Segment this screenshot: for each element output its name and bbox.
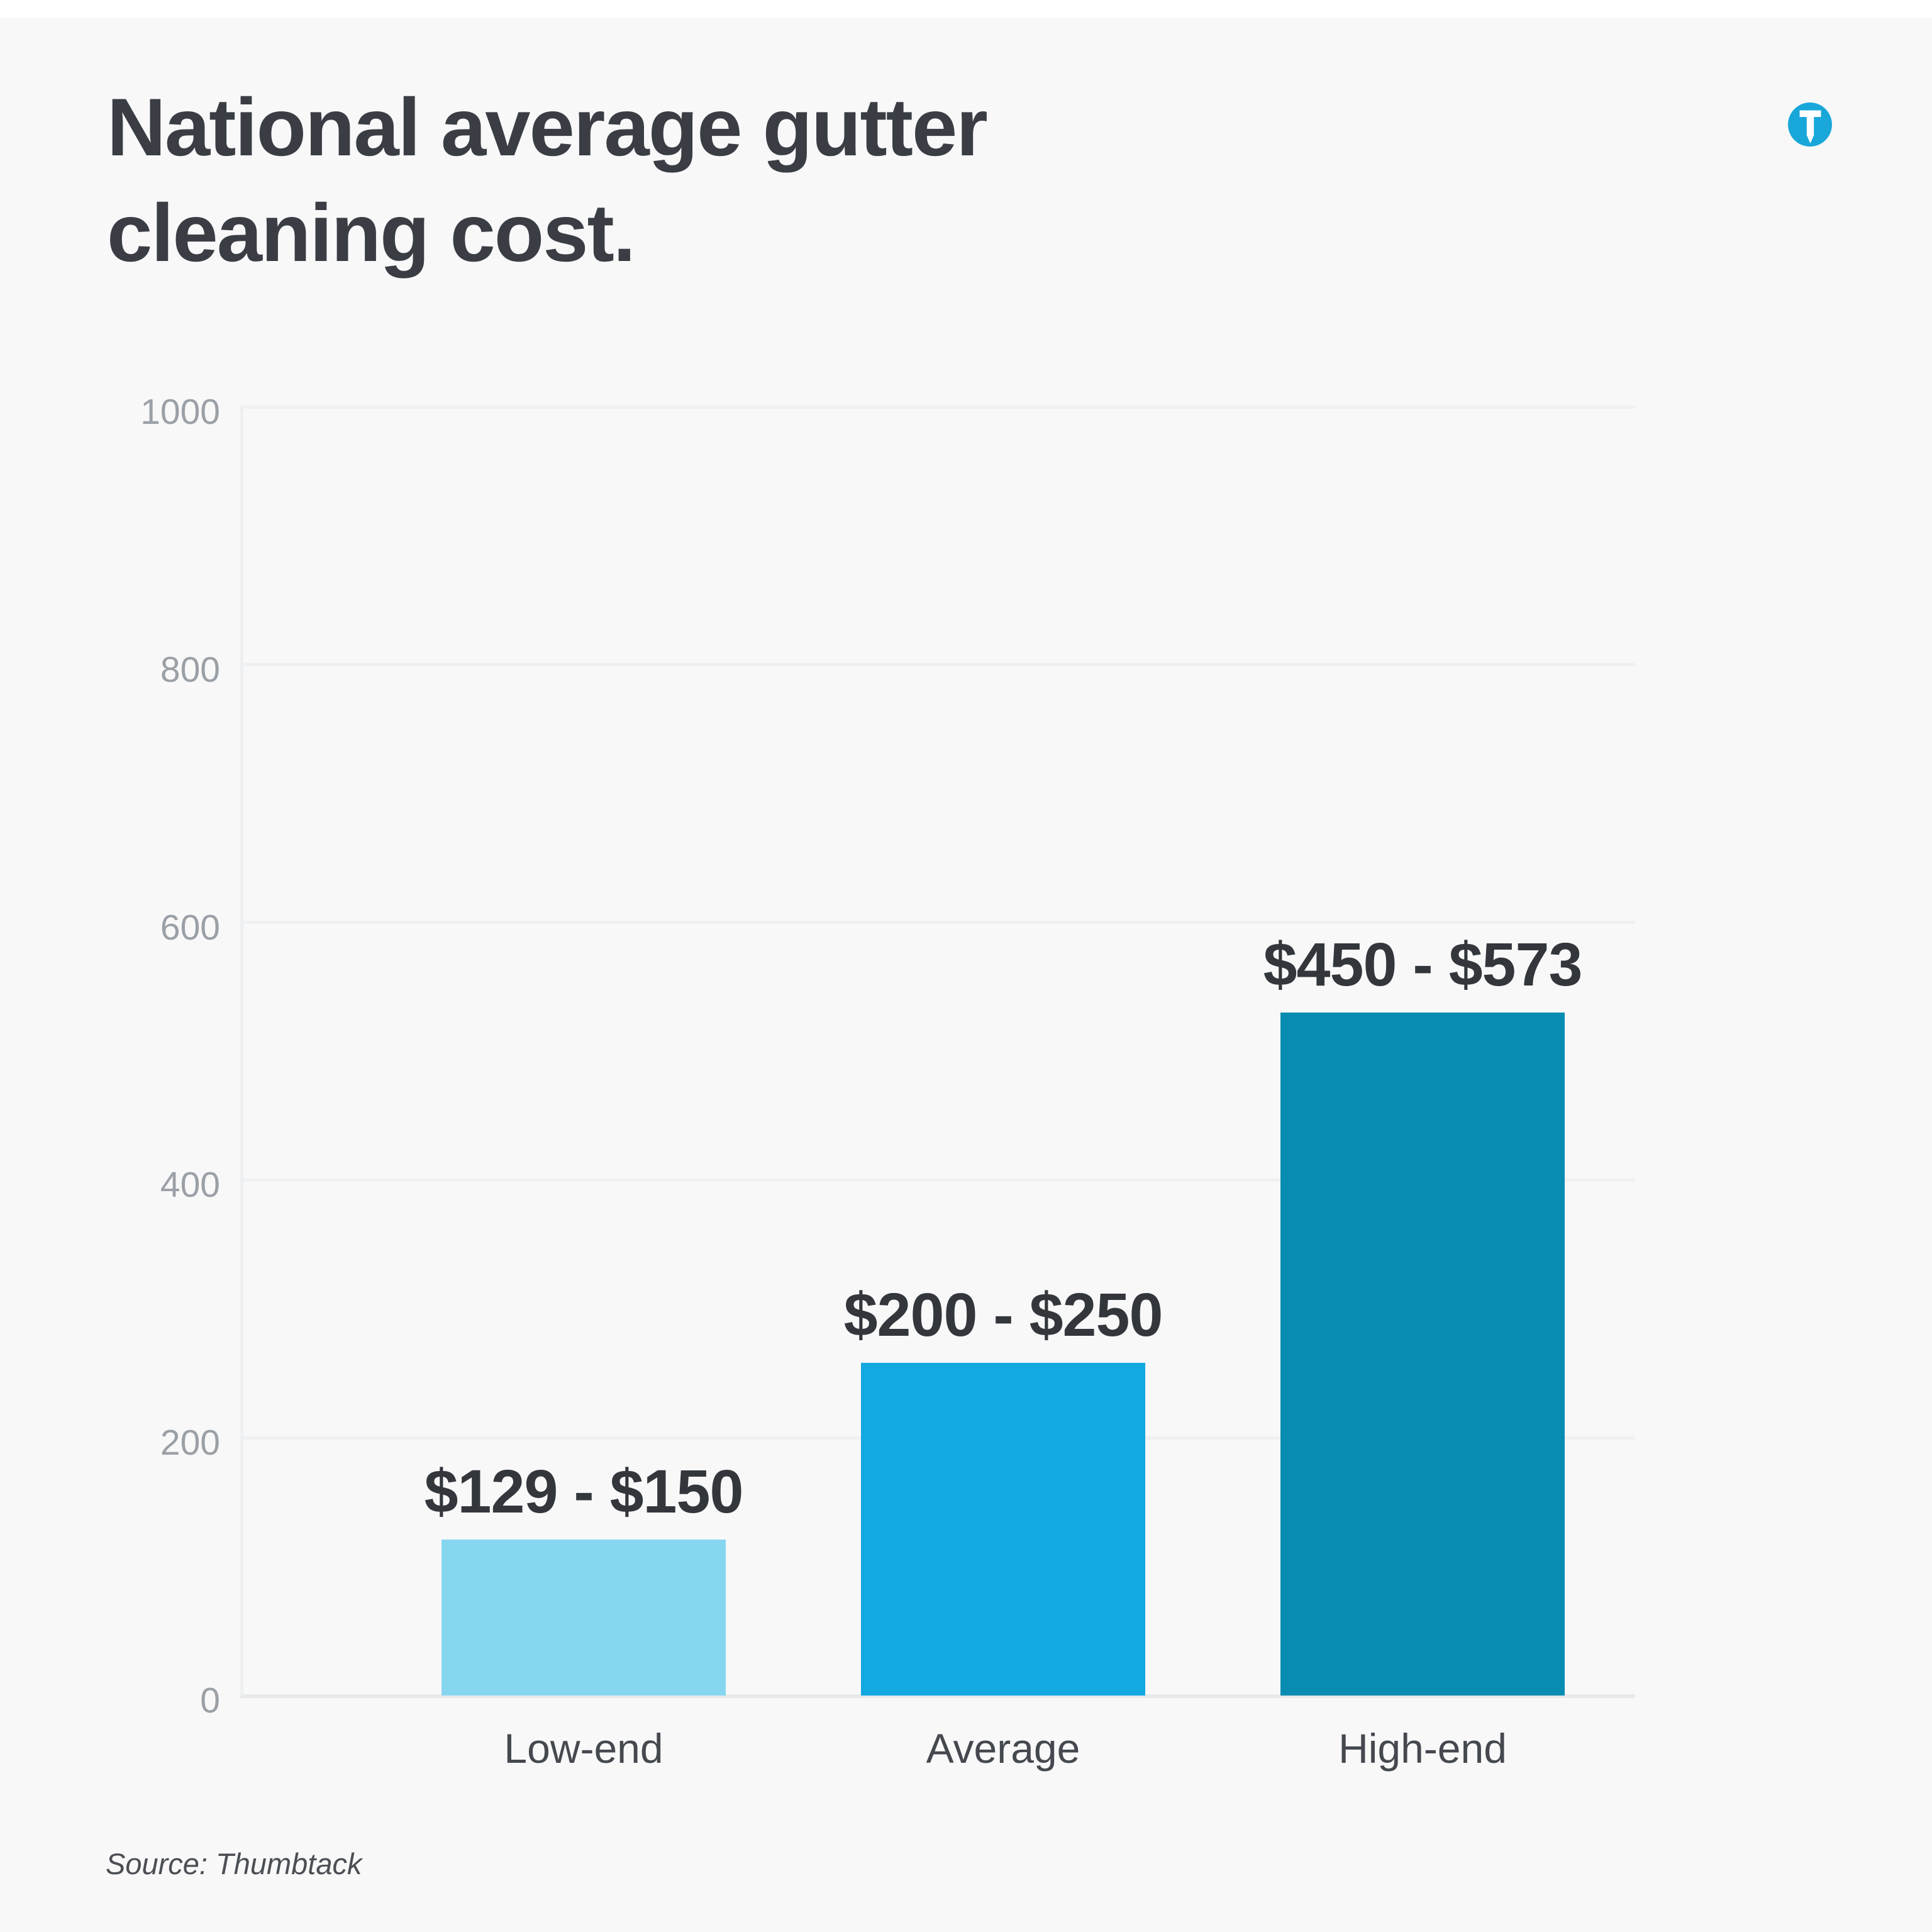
y-axis-line	[240, 407, 243, 1696]
chart-title-line1: National average gutter	[107, 81, 988, 173]
y-tick-label-800: 800	[160, 649, 220, 690]
y-tick-label-0: 0	[200, 1680, 220, 1721]
thumbtack-logo-icon	[1788, 103, 1832, 147]
x-axis-label-high-end: High-end	[1338, 1725, 1507, 1772]
gridline-600	[240, 921, 1635, 924]
bar-low-end	[441, 1540, 726, 1696]
top-white-strip	[0, 0, 1932, 18]
gridline-800	[240, 663, 1635, 667]
gridline-0	[240, 1694, 1635, 1698]
logo-t-bar	[1799, 110, 1821, 117]
y-tick-label-400: 400	[160, 1165, 220, 1206]
gridline-400	[240, 1178, 1635, 1182]
bar-average	[861, 1363, 1145, 1696]
chart-title-line2: cleaning cost.	[107, 187, 636, 279]
bar-value-label-high-end: $450 - $573	[1263, 930, 1583, 999]
chart-title: National average gutter cleaning cost.	[107, 74, 988, 286]
source-attribution: Source: Thumbtack	[106, 1847, 362, 1880]
bar-value-label-average: $200 - $250	[843, 1280, 1163, 1350]
bar-high-end	[1280, 1013, 1565, 1696]
y-tick-label-1000: 1000	[140, 392, 220, 432]
y-tick-label-200: 200	[160, 1423, 220, 1463]
gridline-1000	[240, 405, 1635, 409]
bar-value-label-low-end: $129 - $150	[424, 1457, 744, 1526]
logo-t-stem	[1806, 117, 1814, 143]
x-axis-label-low-end: Low-end	[504, 1725, 663, 1772]
x-axis-label-average: Average	[926, 1725, 1080, 1772]
y-tick-label-600: 600	[160, 907, 220, 948]
